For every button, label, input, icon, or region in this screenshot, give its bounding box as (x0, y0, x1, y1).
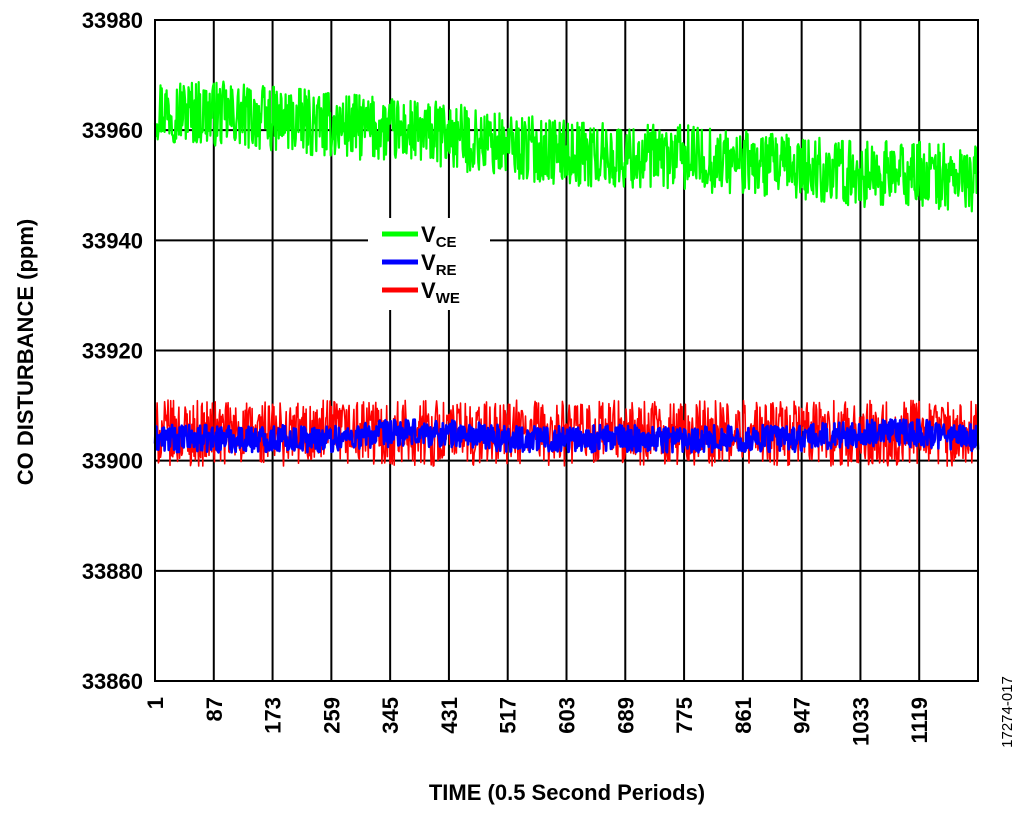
y-tick-label: 33900 (82, 449, 143, 474)
y-tick-labels: 33860 33880 33900 33920 33940 33960 33980 (82, 8, 143, 694)
legend-label-main: V (421, 250, 436, 275)
x-tick-label: 775 (672, 697, 697, 734)
x-tick-label: 947 (790, 697, 815, 734)
legend-label: VWE (421, 278, 460, 307)
y-tick-label: 33980 (82, 8, 143, 33)
x-tick-label: 689 (613, 697, 638, 734)
plot-frame (154, 19, 979, 682)
y-tick-label: 33920 (82, 339, 143, 364)
x-tick-label: 1 (143, 697, 168, 709)
x-tick-label: 603 (555, 697, 580, 734)
legend-label-subscript: WE (436, 290, 460, 307)
y-tick-label: 33860 (82, 669, 143, 694)
series-line-ce (153, 80, 980, 213)
x-tick-labels: 1 87 173 259 345 431 517 603 689 775 861 947 1033 111… (143, 697, 932, 746)
y-tick-label: 33960 (82, 118, 143, 143)
x-tick-label: 517 (496, 697, 521, 734)
legend-label: VCE (421, 222, 457, 251)
x-tick-label: 173 (261, 697, 286, 734)
legend-label-main: V (421, 222, 436, 247)
x-tick-label: 259 (319, 697, 344, 734)
y-tick-label: 33940 (82, 228, 143, 253)
x-tick-label: 345 (378, 697, 403, 734)
y-axis-label: CO DISTURBANCE (ppm) (13, 219, 38, 485)
y-tick-label: 33880 (82, 559, 143, 584)
legend-label-subscript: RE (436, 262, 457, 279)
x-axis-label: TIME (0.5 Second Periods) (429, 780, 705, 805)
x-tick-label: 1033 (848, 697, 873, 746)
figure-id: 17274-017 (999, 676, 1016, 748)
x-tick-label: 1119 (907, 697, 932, 744)
series-line-re (153, 418, 980, 454)
legend-label: VRE (421, 250, 457, 279)
x-tick-label: 431 (437, 697, 462, 734)
legend-label-main: V (421, 278, 436, 303)
x-tick-label: 861 (731, 697, 756, 734)
x-tick-label: 87 (202, 697, 227, 721)
legend-label-subscript: CE (436, 234, 457, 251)
series-layer (153, 80, 980, 467)
